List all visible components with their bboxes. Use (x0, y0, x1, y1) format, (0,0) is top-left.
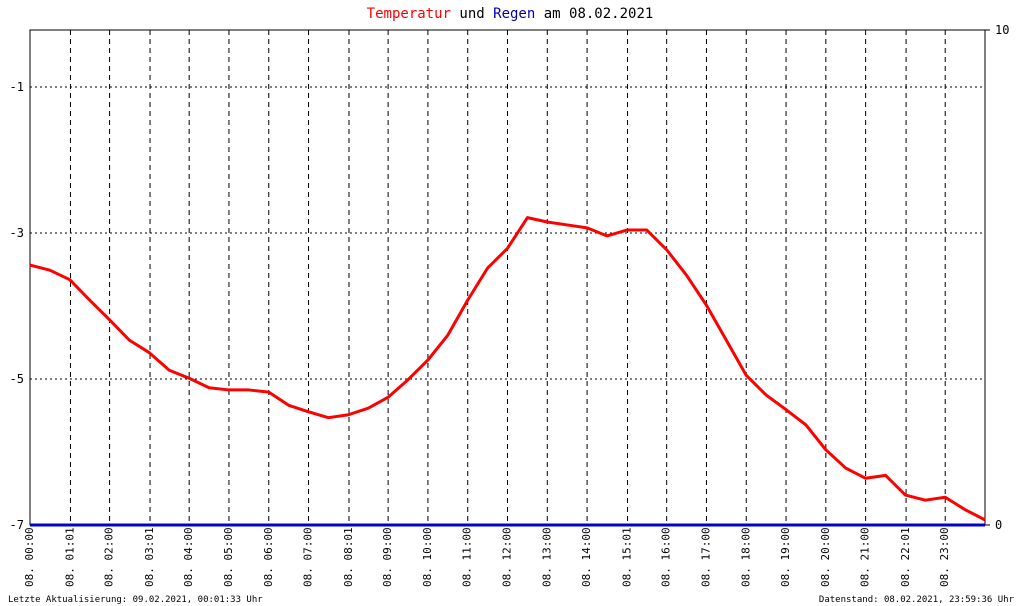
x-tick-label: 08. 07:00 (302, 527, 315, 587)
x-tick-label: 08. 03:01 (143, 527, 156, 587)
x-tick-label: 08. 18:00 (739, 527, 752, 587)
x-tick-label: 08. 12:00 (501, 527, 514, 587)
title-suffix: am 08.02.2021 (544, 6, 654, 22)
chart-title: Temperatur und Regen am 08.02.2021 (367, 6, 654, 22)
x-tick-label: 08. 08:01 (342, 527, 355, 587)
x-tick-label: 08. 01:01 (63, 527, 76, 587)
x-tick-label: 08. 04:00 (182, 527, 195, 587)
y2-tick-label: 0 (995, 518, 1002, 532)
title-connector: und (459, 6, 484, 22)
x-tick-label: 08. 17:00 (699, 527, 712, 587)
x-tick-label: 08. 02:00 (103, 527, 116, 587)
y-tick-label: -7 (10, 518, 24, 532)
x-tick-label: 08. 15:01 (621, 527, 634, 587)
y-tick-label: -1 (10, 80, 24, 94)
x-tick-label: 08. 10:00 (421, 527, 434, 587)
x-tick-label: 08. 13:00 (540, 527, 553, 587)
x-tick-label: 08. 21:00 (859, 527, 872, 587)
y-tick-label: -5 (10, 372, 24, 386)
title-series-1: Temperatur (367, 6, 451, 22)
x-tick-label: 08. 05:00 (222, 527, 235, 587)
x-tick-label: 08. 23:00 (938, 527, 951, 587)
x-tick-label: 08. 06:00 (262, 527, 275, 587)
series-line (29, 216, 986, 522)
y2-tick-label: 10 (995, 23, 1009, 37)
x-tick-label: 08. 20:00 (819, 527, 832, 587)
x-tick-label: 08. 19:00 (779, 527, 792, 587)
footer-right: Datenstand: 08.02.2021, 23:59:36 Uhr (819, 595, 1015, 605)
x-tick-label: 08. 22:01 (899, 527, 912, 587)
title-series-2: Regen (493, 6, 535, 22)
x-tick-label: 08. 09:00 (381, 527, 394, 587)
x-tick-label: 08. 00:00 (23, 527, 36, 587)
footer-left: Letzte Aktualisierung: 09.02.2021, 00:01… (8, 595, 263, 605)
x-tick-label: 08. 14:00 (580, 527, 593, 587)
x-tick-label: 08. 16:00 (660, 527, 673, 587)
x-tick-label: 08. 11:00 (461, 527, 474, 587)
y-tick-label: -3 (10, 226, 24, 240)
